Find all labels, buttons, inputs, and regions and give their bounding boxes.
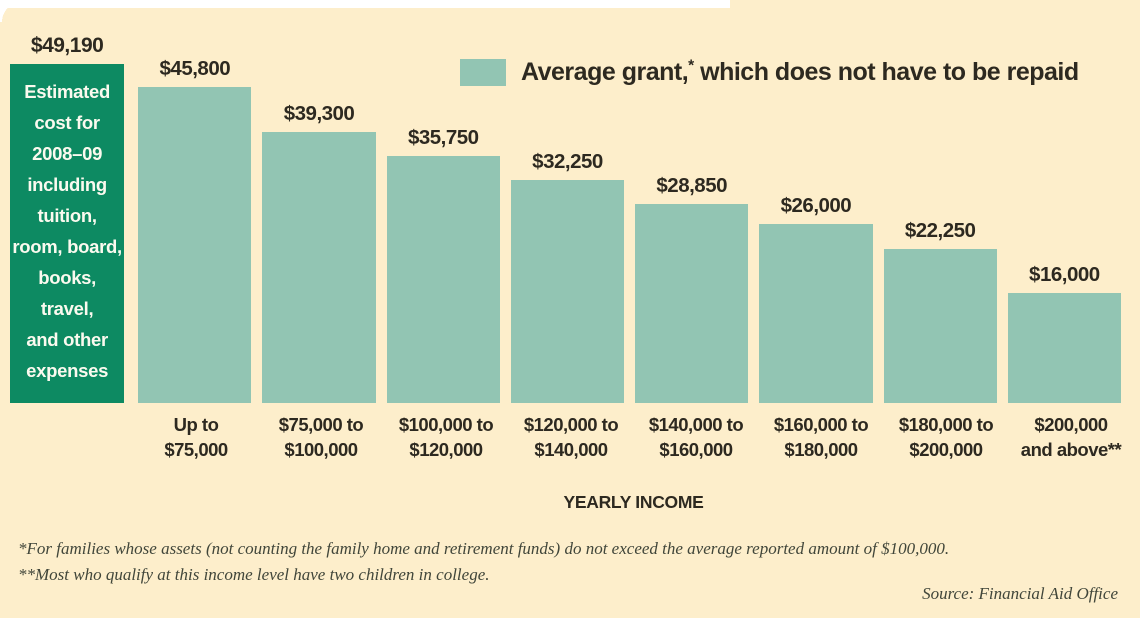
estimated-cost-column: $49,190 Estimated cost for 2008–09 inclu… bbox=[10, 34, 125, 403]
x-axis-spacer bbox=[10, 412, 125, 462]
x-axis-label: $140,000 to $160,000 bbox=[648, 414, 744, 460]
x-axis-label: $120,000 to $140,000 bbox=[523, 414, 619, 460]
legend-label-prefix: Average grant, bbox=[521, 58, 689, 86]
bar-value-label: $26,000 bbox=[780, 194, 852, 217]
bar bbox=[510, 180, 625, 403]
x-axis-labels: Up to $75,000 $75,000 to $100,000 $100,0… bbox=[10, 412, 1132, 462]
bar-group: $26,000 bbox=[759, 194, 873, 403]
bar bbox=[138, 87, 252, 403]
page-corner-decoration bbox=[0, 0, 730, 8]
x-axis-label: $160,000 to $180,000 bbox=[773, 414, 869, 460]
bar-group: $39,300 bbox=[262, 102, 376, 403]
bar-value-label: $39,300 bbox=[283, 102, 355, 125]
page-corner-decoration bbox=[0, 0, 22, 22]
bar-value-label: $45,800 bbox=[159, 57, 231, 80]
chart-legend: Average grant,* which does not have to b… bbox=[460, 58, 1079, 87]
bar bbox=[1007, 293, 1121, 403]
x-axis-label: Up to $75,000 bbox=[164, 414, 228, 460]
bar bbox=[262, 132, 376, 403]
bar-value-label: $28,850 bbox=[656, 174, 727, 197]
bar-value-label: $16,000 bbox=[1029, 263, 1100, 286]
x-axis-label: $75,000 to $100,000 bbox=[278, 414, 364, 460]
bar-value-label: $32,250 bbox=[532, 150, 603, 173]
bar-group: $35,750 bbox=[386, 126, 500, 403]
footnotes: *For families whose assets (not counting… bbox=[18, 536, 949, 588]
bar-group: $22,250 bbox=[883, 219, 997, 403]
x-axis-label: $200,000 and above** bbox=[1020, 414, 1122, 460]
legend-asterisk: * bbox=[688, 57, 694, 75]
bar-chart: $49,190 Estimated cost for 2008–09 inclu… bbox=[10, 0, 1132, 403]
bar-value-label: $35,750 bbox=[407, 126, 479, 149]
legend-swatch bbox=[460, 59, 506, 86]
legend-label: Average grant,* which does not have to b… bbox=[521, 58, 1079, 87]
bar-value-label: $22,250 bbox=[904, 219, 976, 242]
bar-group: $45,800 bbox=[138, 57, 252, 403]
footnote-1: *For families whose assets (not counting… bbox=[18, 539, 950, 558]
bar bbox=[386, 156, 500, 403]
x-axis-title: YEARLY INCOME bbox=[563, 492, 704, 512]
x-axis-label: $100,000 to $120,000 bbox=[398, 414, 494, 460]
bar bbox=[883, 249, 997, 403]
bar-group: $32,250 bbox=[510, 150, 625, 403]
legend-label-suffix: which does not have to be repaid bbox=[693, 58, 1079, 86]
bar bbox=[759, 224, 873, 403]
bar-group: $28,850 bbox=[635, 174, 749, 403]
estimated-cost-value: $49,190 bbox=[30, 34, 104, 57]
estimated-cost-box: Estimated cost for 2008–09 including tui… bbox=[10, 64, 125, 403]
source-credit: Source: Financial Aid Office bbox=[922, 584, 1118, 603]
bar bbox=[635, 204, 749, 403]
footnote-2: **Most who qualify at this income level … bbox=[18, 565, 490, 584]
bar-group: $16,000 bbox=[1007, 263, 1121, 403]
x-axis-label: $180,000 to $200,000 bbox=[898, 414, 994, 460]
